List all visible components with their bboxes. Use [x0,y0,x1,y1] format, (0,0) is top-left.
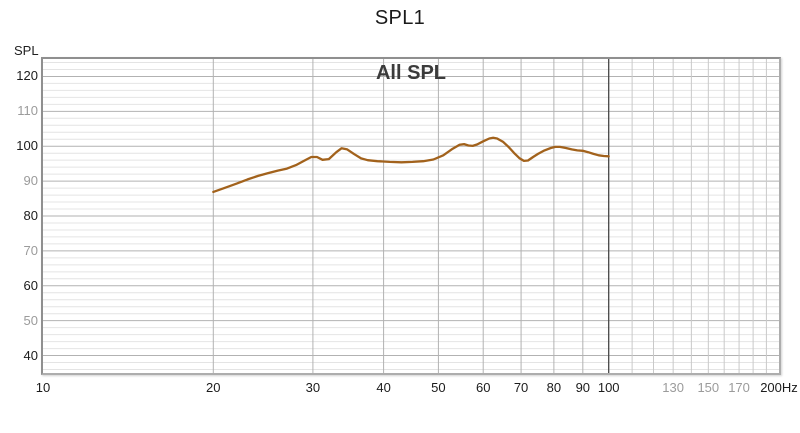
y-tick-label-120: 120 [16,68,38,84]
y-tick-label-110: 110 [17,103,38,119]
y-axis-unit-label: SPL [14,43,39,58]
x-tick-label-130: 130 [662,380,684,395]
x-tick-label-200: 200Hz [760,380,798,395]
x-tick-label-100: 100 [597,380,620,395]
x-tick-label-40: 40 [376,380,391,395]
x-tick-label-170: 170 [728,380,750,395]
y-tick-label-90: 90 [23,173,38,189]
spl-trace[interactable] [212,136,610,194]
y-tick-label-50: 50 [23,312,38,328]
page-title: SPL1 [374,7,426,29]
y-tick-label-100: 100 [16,138,38,154]
x-tick-label-80: 80 [546,380,562,395]
x-tick-label-60: 60 [475,380,491,395]
legend-row: 1: Nov 7 dB [0,404,800,430]
plot-svg [43,59,779,373]
plot-area[interactable]: All SPL [41,57,781,375]
x-tick-label-90: 90 [575,380,591,395]
y-tick-label-60: 60 [23,277,38,293]
x-tick-label-150: 150 [697,380,720,395]
x-tick-label-50: 50 [431,380,446,395]
y-tick-label-80: 80 [23,208,38,223]
y-tick-label-40: 40 [23,347,38,363]
x-tick-label-10: 10 [35,380,51,395]
x-tick-label-30: 30 [305,380,321,395]
x-tick-label-20: 20 [206,380,221,395]
y-tick-label-70: 70 [23,242,38,258]
x-tick-label-70: 70 [513,380,529,395]
